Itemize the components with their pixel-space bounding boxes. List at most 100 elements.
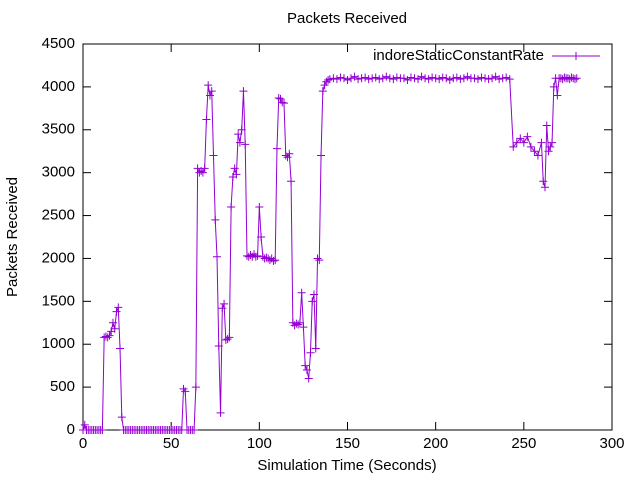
data-point xyxy=(230,164,239,173)
data-point xyxy=(227,202,236,211)
data-point xyxy=(548,138,557,147)
data-point xyxy=(512,138,521,147)
data-point xyxy=(216,408,225,417)
data-point xyxy=(232,170,241,179)
data-point xyxy=(553,91,562,100)
data-point xyxy=(278,98,287,107)
data-point xyxy=(98,426,107,434)
data-point xyxy=(329,74,338,83)
data-point xyxy=(445,76,454,85)
data-point xyxy=(302,365,311,374)
data-point xyxy=(271,256,280,265)
data-point xyxy=(290,321,299,330)
data-point xyxy=(239,87,248,96)
legend-label: indoreStaticConstantRate xyxy=(373,47,544,64)
data-point xyxy=(318,87,327,96)
data-point xyxy=(519,138,528,147)
data-point xyxy=(371,73,380,82)
data-point xyxy=(292,319,301,328)
data-point xyxy=(209,151,218,160)
data-point xyxy=(428,73,437,82)
data-point xyxy=(112,307,121,316)
data-point xyxy=(205,91,214,100)
data-point xyxy=(463,72,472,81)
data-point xyxy=(406,73,415,82)
data-point xyxy=(80,420,89,429)
data-point xyxy=(389,75,398,84)
y-tick-label: 0 xyxy=(67,421,75,438)
data-point xyxy=(110,324,119,333)
data-point xyxy=(191,383,200,392)
legend-marker xyxy=(572,52,580,60)
data-point xyxy=(103,333,112,342)
data-point xyxy=(258,252,267,261)
data-point xyxy=(354,75,363,84)
x-tick-label: 200 xyxy=(423,435,448,452)
data-point xyxy=(421,74,430,83)
data-point xyxy=(294,320,303,329)
data-point xyxy=(190,426,199,434)
data-point xyxy=(220,299,229,308)
data-point xyxy=(375,75,384,84)
x-tick-label: 50 xyxy=(163,435,180,452)
data-point xyxy=(257,233,266,241)
data-point xyxy=(204,81,213,90)
data-point xyxy=(315,256,324,265)
data-point xyxy=(378,74,387,83)
data-point xyxy=(477,73,486,82)
data-point xyxy=(211,215,220,224)
data-point xyxy=(306,348,315,357)
y-tick-label: 2000 xyxy=(42,249,75,266)
data-point xyxy=(484,75,493,84)
data-point xyxy=(202,115,211,124)
data-point xyxy=(304,374,313,383)
data-point xyxy=(544,147,553,156)
data-point xyxy=(297,288,306,297)
data-point xyxy=(325,75,334,84)
data-point xyxy=(116,344,125,353)
data-point xyxy=(542,121,551,130)
data-point xyxy=(424,75,433,84)
y-tick-label: 3000 xyxy=(42,164,75,181)
data-point xyxy=(449,74,458,83)
data-point xyxy=(255,202,264,211)
data-point xyxy=(301,361,310,370)
data-point xyxy=(530,147,539,156)
data-point xyxy=(105,331,114,340)
data-point xyxy=(417,72,426,81)
data-point xyxy=(537,138,546,147)
data-point xyxy=(108,318,117,327)
data-point xyxy=(473,75,482,84)
y-tick-label: 1500 xyxy=(42,292,75,309)
data-point xyxy=(311,344,320,353)
data-point xyxy=(357,74,366,83)
x-tick-label: 0 xyxy=(79,435,87,452)
data-point xyxy=(560,73,569,82)
data-point xyxy=(410,74,419,83)
y-tick-label: 4500 xyxy=(42,35,75,52)
data-point xyxy=(114,303,123,312)
data-point xyxy=(523,132,532,141)
data-point xyxy=(285,149,294,158)
y-axis-label: Packets Received xyxy=(4,177,21,297)
data-point xyxy=(237,125,246,134)
data-point xyxy=(281,151,290,160)
data-point xyxy=(442,74,451,83)
data-point xyxy=(459,74,468,83)
data-point xyxy=(539,177,548,186)
data-point xyxy=(309,290,318,299)
x-tick-label: 250 xyxy=(511,435,536,452)
x-tick-label: 150 xyxy=(335,435,360,452)
y-tick-label: 3500 xyxy=(42,121,75,138)
chart-title: Packets Received xyxy=(287,10,407,27)
data-point xyxy=(332,75,341,84)
data-point xyxy=(287,177,296,186)
data-point xyxy=(546,142,555,151)
data-point xyxy=(295,318,304,327)
data-point xyxy=(280,99,289,108)
data-point xyxy=(526,142,535,151)
data-point xyxy=(509,142,518,151)
data-point xyxy=(181,387,190,396)
